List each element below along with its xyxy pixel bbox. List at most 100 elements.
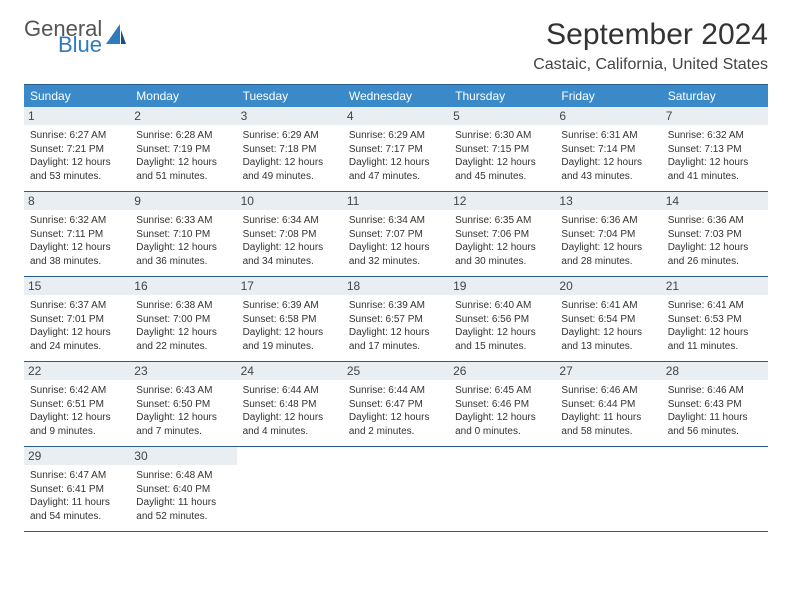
day-number: 10 <box>237 192 343 210</box>
calendar-cell <box>662 447 768 531</box>
sunrise-line: Sunrise: 6:41 AM <box>668 299 762 313</box>
day-number: 8 <box>24 192 130 210</box>
calendar-week: 22Sunrise: 6:42 AMSunset: 6:51 PMDayligh… <box>24 362 768 447</box>
sunset-line: Sunset: 7:04 PM <box>561 228 655 242</box>
day-number: 9 <box>130 192 236 210</box>
sunrise-line: Sunrise: 6:35 AM <box>455 214 549 228</box>
brand-blue: Blue <box>58 34 102 56</box>
sunrise-line: Sunrise: 6:39 AM <box>349 299 443 313</box>
sunrise-line: Sunrise: 6:34 AM <box>243 214 337 228</box>
daylight-line: and 30 minutes. <box>455 255 549 269</box>
calendar-cell: 13Sunrise: 6:36 AMSunset: 7:04 PMDayligh… <box>555 192 661 276</box>
daylight-line: Daylight: 12 hours <box>136 156 230 170</box>
sunrise-line: Sunrise: 6:28 AM <box>136 129 230 143</box>
sunrise-line: Sunrise: 6:32 AM <box>668 129 762 143</box>
sunset-line: Sunset: 7:07 PM <box>349 228 443 242</box>
daylight-line: Daylight: 12 hours <box>349 241 443 255</box>
sunrise-line: Sunrise: 6:41 AM <box>561 299 655 313</box>
sunrise-line: Sunrise: 6:34 AM <box>349 214 443 228</box>
daylight-line: Daylight: 12 hours <box>668 326 762 340</box>
day-header: Monday <box>130 85 236 107</box>
daylight-line: and 32 minutes. <box>349 255 443 269</box>
day-number: 7 <box>662 107 768 125</box>
calendar-cell: 15Sunrise: 6:37 AMSunset: 7:01 PMDayligh… <box>24 277 130 361</box>
calendar-week: 1Sunrise: 6:27 AMSunset: 7:21 PMDaylight… <box>24 107 768 192</box>
calendar-week: 15Sunrise: 6:37 AMSunset: 7:01 PMDayligh… <box>24 277 768 362</box>
sunset-line: Sunset: 6:57 PM <box>349 313 443 327</box>
sunset-line: Sunset: 7:08 PM <box>243 228 337 242</box>
daylight-line: and 24 minutes. <box>30 340 124 354</box>
sunset-line: Sunset: 7:14 PM <box>561 143 655 157</box>
sunrise-line: Sunrise: 6:40 AM <box>455 299 549 313</box>
sunrise-line: Sunrise: 6:46 AM <box>668 384 762 398</box>
calendar-cell: 25Sunrise: 6:44 AMSunset: 6:47 PMDayligh… <box>343 362 449 446</box>
sunrise-line: Sunrise: 6:38 AM <box>136 299 230 313</box>
sunrise-line: Sunrise: 6:39 AM <box>243 299 337 313</box>
calendar-cell: 10 Sunrise: 6:34 AMSunset: 7:08 PMDayligh… <box>237 192 343 276</box>
daylight-line: and 4 minutes. <box>243 425 337 439</box>
day-number: 27 <box>555 362 661 380</box>
daylight-line: and 0 minutes. <box>455 425 549 439</box>
sunset-line: Sunset: 6:44 PM <box>561 398 655 412</box>
brand-sail-icon <box>106 24 126 53</box>
day-header-row: SundayMondayTuesdayWednesdayThursdayFrid… <box>24 85 768 107</box>
daylight-line: Daylight: 12 hours <box>243 241 337 255</box>
sunrise-line: Sunrise: 6:33 AM <box>136 214 230 228</box>
sunrise-line: Sunrise: 6:43 AM <box>136 384 230 398</box>
calendar-cell: 26Sunrise: 6:45 AMSunset: 6:46 PMDayligh… <box>449 362 555 446</box>
daylight-line: and 53 minutes. <box>30 170 124 184</box>
title-block: September 2024 Castaic, California, Unit… <box>533 18 768 74</box>
day-number: 13 <box>555 192 661 210</box>
calendar: SundayMondayTuesdayWednesdayThursdayFrid… <box>24 84 768 532</box>
sunrise-line: Sunrise: 6:29 AM <box>243 129 337 143</box>
calendar-cell: 2Sunrise: 6:28 AMSunset: 7:19 PMDaylight… <box>130 107 236 191</box>
calendar-cell: 5Sunrise: 6:30 AMSunset: 7:15 PMDaylight… <box>449 107 555 191</box>
sunset-line: Sunset: 7:17 PM <box>349 143 443 157</box>
daylight-line: Daylight: 12 hours <box>455 411 549 425</box>
sunset-line: Sunset: 7:10 PM <box>136 228 230 242</box>
day-number: 6 <box>555 107 661 125</box>
month-title: September 2024 <box>533 18 768 52</box>
daylight-line: Daylight: 12 hours <box>668 156 762 170</box>
daylight-line: Daylight: 11 hours <box>136 496 230 510</box>
header: General Blue September 2024 Castaic, Cal… <box>24 18 768 74</box>
sunset-line: Sunset: 7:06 PM <box>455 228 549 242</box>
day-number: 23 <box>130 362 236 380</box>
daylight-line: and 22 minutes. <box>136 340 230 354</box>
sunrise-line: Sunrise: 6:48 AM <box>136 469 230 483</box>
calendar-cell <box>343 447 449 531</box>
daylight-line: Daylight: 12 hours <box>30 241 124 255</box>
daylight-line: and 41 minutes. <box>668 170 762 184</box>
sunset-line: Sunset: 6:46 PM <box>455 398 549 412</box>
day-number: 21 <box>662 277 768 295</box>
day-number: 25 <box>343 362 449 380</box>
day-number: 1 <box>24 107 130 125</box>
sunset-line: Sunset: 6:47 PM <box>349 398 443 412</box>
location: Castaic, California, United States <box>533 56 768 74</box>
calendar-cell: 14Sunrise: 6:36 AMSunset: 7:03 PMDayligh… <box>662 192 768 276</box>
sunset-line: Sunset: 7:01 PM <box>30 313 124 327</box>
day-number: 12 <box>449 192 555 210</box>
day-number: 14 <box>662 192 768 210</box>
daylight-line: and 34 minutes. <box>243 255 337 269</box>
daylight-line: and 47 minutes. <box>349 170 443 184</box>
sunrise-line: Sunrise: 6:30 AM <box>455 129 549 143</box>
sunrise-line: Sunrise: 6:46 AM <box>561 384 655 398</box>
daylight-line: Daylight: 12 hours <box>349 411 443 425</box>
sunset-line: Sunset: 7:03 PM <box>668 228 762 242</box>
day-header: Tuesday <box>237 85 343 107</box>
daylight-line: and 38 minutes. <box>30 255 124 269</box>
calendar-cell: 8Sunrise: 6:32 AMSunset: 7:11 PMDaylight… <box>24 192 130 276</box>
calendar-cell: 27Sunrise: 6:46 AMSunset: 6:44 PMDayligh… <box>555 362 661 446</box>
calendar-cell: 24Sunrise: 6:44 AMSunset: 6:48 PMDayligh… <box>237 362 343 446</box>
daylight-line: Daylight: 12 hours <box>30 156 124 170</box>
daylight-line: Daylight: 11 hours <box>668 411 762 425</box>
sunset-line: Sunset: 6:54 PM <box>561 313 655 327</box>
day-number: 18 <box>343 277 449 295</box>
daylight-line: and 43 minutes. <box>561 170 655 184</box>
daylight-line: Daylight: 12 hours <box>349 326 443 340</box>
day-number: 17 <box>237 277 343 295</box>
daylight-line: Daylight: 12 hours <box>455 156 549 170</box>
daylight-line: Daylight: 12 hours <box>136 326 230 340</box>
sunset-line: Sunset: 7:19 PM <box>136 143 230 157</box>
